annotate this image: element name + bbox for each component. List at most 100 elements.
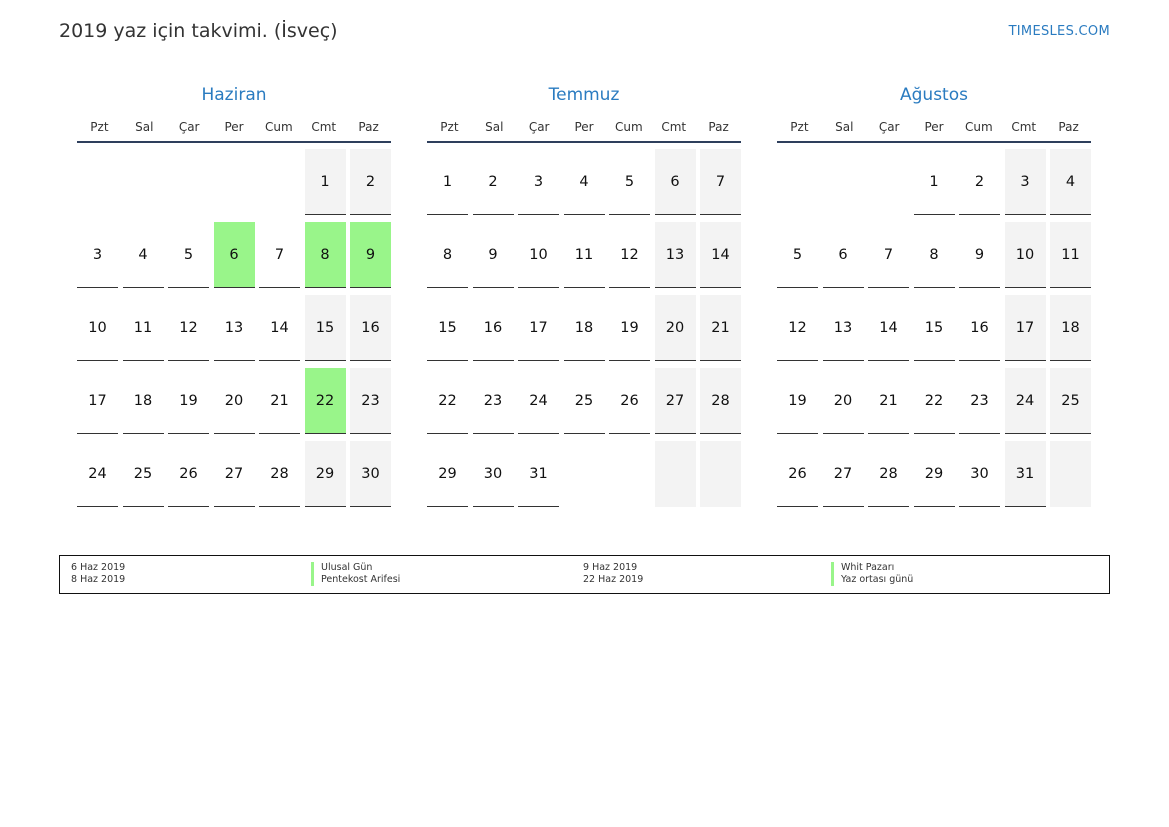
weekday-label: Per bbox=[574, 120, 594, 134]
legend-date: 22 Haz 2019 bbox=[583, 574, 644, 585]
day-cell: 23 bbox=[350, 368, 391, 434]
day-cell: 6 bbox=[213, 222, 255, 288]
day-cell: 17 bbox=[518, 295, 559, 361]
day-cell: 18 bbox=[563, 295, 605, 361]
day-cell: 28 bbox=[700, 368, 741, 434]
weekday-label: Paz bbox=[358, 120, 379, 134]
weekday-label: Sal bbox=[485, 120, 504, 134]
day-cell: 17 bbox=[77, 368, 118, 434]
day-cell: 21 bbox=[700, 295, 741, 361]
day-cell: 24 bbox=[518, 368, 559, 434]
day-cell: 1 bbox=[427, 149, 468, 215]
day-cell: 13 bbox=[213, 295, 255, 361]
day-cell: 31 bbox=[518, 441, 559, 507]
day-cell: 13 bbox=[654, 222, 696, 288]
weekday-label: Sal bbox=[835, 120, 854, 134]
weekday-label: Cum bbox=[615, 120, 643, 134]
day-cell: 9 bbox=[350, 222, 391, 288]
day-cell: 29 bbox=[913, 441, 955, 507]
month-name: Temmuz bbox=[548, 85, 620, 105]
day-cell: 12 bbox=[168, 295, 209, 361]
legend-date: 8 Haz 2019 bbox=[71, 574, 126, 585]
site-link[interactable]: TIMESLES.COM bbox=[1008, 24, 1110, 39]
legend-date: 6 Haz 2019 bbox=[71, 562, 126, 573]
day-cell: 6 bbox=[654, 149, 696, 215]
empty-cell bbox=[700, 441, 741, 507]
day-cell: 16 bbox=[350, 295, 391, 361]
day-cell: 31 bbox=[1004, 441, 1046, 507]
day-cell: 12 bbox=[609, 222, 650, 288]
day-cell: 19 bbox=[609, 295, 650, 361]
day-cell: 24 bbox=[77, 441, 118, 507]
day-cell: 24 bbox=[1004, 368, 1046, 434]
day-grid: 1 2 3 4 5 6 7 8 9 10 11 12 13 14 15 16 17 18 19 20 21 22 23 24 2… bbox=[777, 143, 1091, 510]
day-cell: 3 bbox=[1004, 149, 1046, 215]
day-cell: 15 bbox=[427, 295, 468, 361]
day-cell: 2 bbox=[350, 149, 391, 215]
weekday-label: Çar bbox=[528, 120, 550, 134]
day-cell: 6 bbox=[822, 222, 864, 288]
day-cell: 29 bbox=[427, 441, 468, 507]
month-3: Ağustos Pzt Sal Çar Per Cum Cmt Paz 1 2 3 4 5 6 7 8 9 10 1… bbox=[777, 84, 1091, 510]
day-cell: 27 bbox=[213, 441, 255, 507]
day-cell: 8 bbox=[427, 222, 468, 288]
day-cell: 19 bbox=[168, 368, 209, 434]
day-cell: 18 bbox=[122, 368, 164, 434]
weekday-label: Paz bbox=[708, 120, 729, 134]
day-cell: 20 bbox=[213, 368, 255, 434]
day-cell: 4 bbox=[122, 222, 164, 288]
weekday-header: Pzt Sal Çar Per Cum Cmt Paz bbox=[427, 106, 741, 143]
day-cell: 14 bbox=[700, 222, 741, 288]
day-cell: 21 bbox=[259, 368, 300, 434]
day-cell: 16 bbox=[959, 295, 1000, 361]
weekday-label: Çar bbox=[178, 120, 200, 134]
day-grid: 1 2 3 4 5 6 7 8 9 10 11 12 13 14 15 16 17 18 19 20 21 22 23 24 2… bbox=[427, 143, 741, 510]
empty-cell bbox=[654, 441, 696, 507]
day-cell: 2 bbox=[472, 149, 514, 215]
day-cell: 26 bbox=[777, 441, 818, 507]
day-cell: 15 bbox=[304, 295, 346, 361]
day-cell: 3 bbox=[77, 222, 118, 288]
day-cell: 11 bbox=[122, 295, 164, 361]
day-cell: 22 bbox=[913, 368, 955, 434]
weekday-header: Pzt Sal Çar Per Cum Cmt Paz bbox=[77, 106, 391, 143]
day-cell: 30 bbox=[350, 441, 391, 507]
day-cell: 12 bbox=[777, 295, 818, 361]
month-2: Temmuz Pzt Sal Çar Per Cum Cmt Paz 1 2 3 4 5 6 7 8 9 10 11… bbox=[427, 84, 741, 510]
weekday-label: Pzt bbox=[440, 120, 459, 134]
month-name: Ağustos bbox=[900, 85, 968, 105]
day-cell: 25 bbox=[122, 441, 164, 507]
day-cell: 10 bbox=[77, 295, 118, 361]
month-1: Haziran Pzt Sal Çar Per Cum Cmt Paz 1 2 3 4 5 6 7 8 9 10 1… bbox=[77, 84, 391, 510]
day-cell: 21 bbox=[868, 368, 909, 434]
day-cell: 28 bbox=[868, 441, 909, 507]
weekday-label: Cum bbox=[265, 120, 293, 134]
day-cell: 16 bbox=[472, 295, 514, 361]
day-cell: 22 bbox=[304, 368, 346, 434]
holiday-legend: 6 Haz 2019 Ulusal Gün 8 Haz 2019 Pentekost … bbox=[59, 555, 1110, 594]
day-cell: 4 bbox=[1050, 149, 1091, 215]
day-cell: 15 bbox=[913, 295, 955, 361]
day-cell: 30 bbox=[472, 441, 514, 507]
day-cell: 5 bbox=[777, 222, 818, 288]
weekday-label: Per bbox=[224, 120, 244, 134]
day-cell: 7 bbox=[259, 222, 300, 288]
day-cell: 25 bbox=[563, 368, 605, 434]
day-cell: 5 bbox=[168, 222, 209, 288]
day-cell: 26 bbox=[609, 368, 650, 434]
day-cell: 10 bbox=[1004, 222, 1046, 288]
day-cell: 23 bbox=[472, 368, 514, 434]
empty-cell bbox=[1050, 441, 1091, 507]
legend-holiday-name: Whit Pazarı bbox=[831, 562, 894, 574]
day-cell: 11 bbox=[563, 222, 605, 288]
weekday-label: Çar bbox=[878, 120, 900, 134]
day-cell: 8 bbox=[304, 222, 346, 288]
day-cell: 10 bbox=[518, 222, 559, 288]
day-cell: 25 bbox=[1050, 368, 1091, 434]
legend-holiday-name: Yaz ortası günü bbox=[831, 574, 913, 586]
weekday-label: Cum bbox=[965, 120, 993, 134]
day-cell: 27 bbox=[654, 368, 696, 434]
day-cell: 1 bbox=[304, 149, 346, 215]
weekday-label: Paz bbox=[1058, 120, 1079, 134]
month-name: Haziran bbox=[201, 85, 267, 105]
